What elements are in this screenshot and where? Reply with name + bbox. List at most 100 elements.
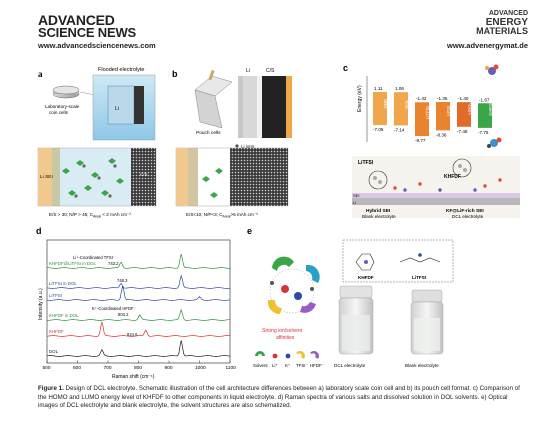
- energy-bar-5: [478, 103, 492, 128]
- journal-right-line3: MATERIALS: [476, 26, 528, 36]
- species-label-5: KHFDF: [488, 101, 493, 116]
- raman-trace-5: [46, 340, 231, 357]
- journal-right-line1: ADVANCED: [488, 10, 528, 17]
- raman-trace-label-3: KHFDF in DOL: [49, 313, 79, 318]
- energy-bar-3: [436, 101, 450, 131]
- homo-value-0: -7.05: [373, 127, 384, 132]
- panel-b-cs: C/S: [266, 68, 275, 74]
- raman-annot-1: Li⁺-Coordinated TFSI⁻: [73, 255, 115, 260]
- panel-a-title: Flooded electrolyte: [98, 67, 144, 73]
- panel-c: c Energy (eV) 1.11 -7.05 DME 1.06 -7.14 DOL -1…: [343, 63, 520, 219]
- panel-e: e Strong ion/solvent affinities KHFDF Li…: [247, 226, 454, 368]
- x-tick-label-0: 500: [43, 365, 51, 371]
- homo-value-5: -7.75: [478, 130, 489, 135]
- species-label-1: DOL: [404, 99, 409, 109]
- lumo-value-3: -1.35: [437, 96, 448, 101]
- panel-c-ylabel: Energy (eV): [357, 85, 363, 112]
- caption-fig-label: Figure 1.: [38, 385, 64, 392]
- panel-b-formula: E/S<10; N/P<3; CAreal>5 mAh cm⁻²: [186, 212, 258, 218]
- legend-solvent: Solvent: [253, 363, 268, 368]
- lumo-value-5: -1.67: [479, 97, 490, 102]
- panel-b-li: Li: [246, 68, 250, 74]
- journal-left-url[interactable]: www.advancedsciencenews.com: [38, 41, 156, 50]
- molecule-icon-top: [485, 64, 499, 75]
- journal-left-title: ADVANCED: [38, 12, 115, 28]
- raman-trace-2: [46, 286, 231, 301]
- vial-blank-label: Blank electrolyte: [405, 363, 439, 368]
- energy-bar-2: [415, 102, 429, 137]
- raman-trace-4: [46, 321, 231, 337]
- panel-b: b Pouch cells Li C/S Li ions Solvents De…: [172, 68, 292, 218]
- species-label-3: LiFSI: [446, 106, 451, 116]
- panel-c-khfdf: KHFDF: [444, 174, 461, 180]
- homo-value-1: -7.14: [394, 127, 405, 132]
- journal-right-line2: ENERGY: [485, 17, 528, 28]
- panel-d-ylabel: Intensity (a.u.): [38, 288, 44, 320]
- coin-label-1: Laboratory-scale: [45, 104, 80, 109]
- lumo-value-4: -1.40: [458, 96, 469, 101]
- panel-c-hybrid-sei: Hybrid SEI: [366, 208, 391, 214]
- panel-a-cs: C/S: [140, 172, 148, 177]
- caption-text: Design of DCL electrolyte. Schematic ill…: [38, 385, 520, 410]
- panel-c-sei-tag: SEI: [353, 193, 359, 198]
- panel-a-sei: Li SEI: [40, 174, 53, 180]
- raman-trace-label-1: LiTFSI in DOL: [49, 281, 77, 286]
- lumo-value-1: 1.06: [395, 86, 404, 91]
- vial-dcl: [338, 285, 374, 355]
- panel-a-li: Li: [115, 106, 119, 112]
- vial-dcl-label: DCL electrolyte: [334, 363, 366, 368]
- raman-trace-0: [47, 254, 230, 269]
- energy-bar-1: [394, 92, 408, 126]
- panel-d-xlabel: Raman shift (cm⁻¹): [112, 374, 155, 380]
- legend-li-ions: Li ions: [241, 144, 255, 149]
- panel-e-litfsi: LiTFSI: [412, 275, 426, 280]
- species-label-0: DME: [383, 99, 388, 109]
- homo-value-3: -8.36: [436, 132, 447, 137]
- raman-annot-2: 748.3: [117, 278, 128, 283]
- panel-d-letter: d: [36, 226, 42, 236]
- panel-a-formula: E/S > 30; N/P > 45; CAreal < 2 mAh cm⁻²: [49, 212, 131, 218]
- raman-annot-3: K⁺-Coordinated HFDF⁻: [92, 306, 136, 311]
- molecule-icon-bottom: [487, 137, 502, 148]
- homo-value-4: -7.48: [457, 129, 468, 134]
- panel-e-khfdf: KHFDF: [358, 275, 374, 280]
- panel-e-strong-1: Strong ion/solvent: [262, 328, 303, 334]
- legend-tfsi: TFSI⁻: [296, 363, 308, 368]
- raman-trace-label-4: KHFDF: [49, 329, 64, 334]
- x-tick-label-4: 900: [165, 365, 173, 371]
- x-tick-label-5: 1000: [195, 365, 206, 371]
- panel-c-li-tag: Li: [353, 200, 356, 205]
- panel-a: a Flooded electrolyte Laboratory-scale c…: [37, 67, 157, 218]
- pouch-label: Pouch cells: [196, 130, 221, 136]
- panel-c-letter: c: [343, 63, 348, 73]
- raman-annot-4: 824.6: [127, 332, 138, 337]
- pouch-cell-icon: [194, 89, 223, 129]
- lumo-value-2: -1.42: [416, 96, 427, 101]
- figure-caption: Figure 1. Design of DCL electrolyte. Sch…: [38, 385, 528, 411]
- energy-bar-0: [373, 92, 387, 126]
- coin-label-2: coin cells: [49, 110, 69, 115]
- journal-right-logo: ADVANCED ENERGY MATERIALS: [476, 10, 528, 36]
- energy-bar-4: [457, 102, 471, 127]
- panel-e-strong-2: affinities: [276, 335, 295, 341]
- vial-blank: [410, 289, 444, 355]
- species-label-2: LiTFSI: [425, 106, 430, 119]
- panel-d: d Intensity (a.u.) Raman shift (cm⁻¹) 50…: [36, 226, 236, 380]
- structure-box: [342, 239, 454, 283]
- x-tick-label-2: 700: [104, 365, 112, 371]
- x-tick-label-1: 600: [73, 365, 81, 371]
- raman-trace-label-2: LiTFSI: [49, 293, 62, 298]
- raman-annot-1-val: 743.2: [108, 261, 119, 266]
- journal-right-url[interactable]: www.advenergymat.de: [447, 41, 528, 50]
- panel-c-dcl: DCL electrolyte: [452, 214, 484, 219]
- panel-c-kf-sei: KF@LiF-rich SEI: [446, 208, 484, 214]
- raman-trace-label-5: DOL: [49, 349, 59, 354]
- legend-k: K⁺: [285, 363, 290, 368]
- raman-trace-1: [46, 274, 231, 289]
- panel-c-blank: Blank electrolyte: [362, 214, 396, 219]
- panel-e-letter: e: [247, 226, 252, 236]
- legend-li: Li⁺: [272, 363, 278, 368]
- raman-annot-3-val: 804.2: [118, 312, 129, 317]
- panel-c-litfsi: LiTFSI: [358, 160, 374, 166]
